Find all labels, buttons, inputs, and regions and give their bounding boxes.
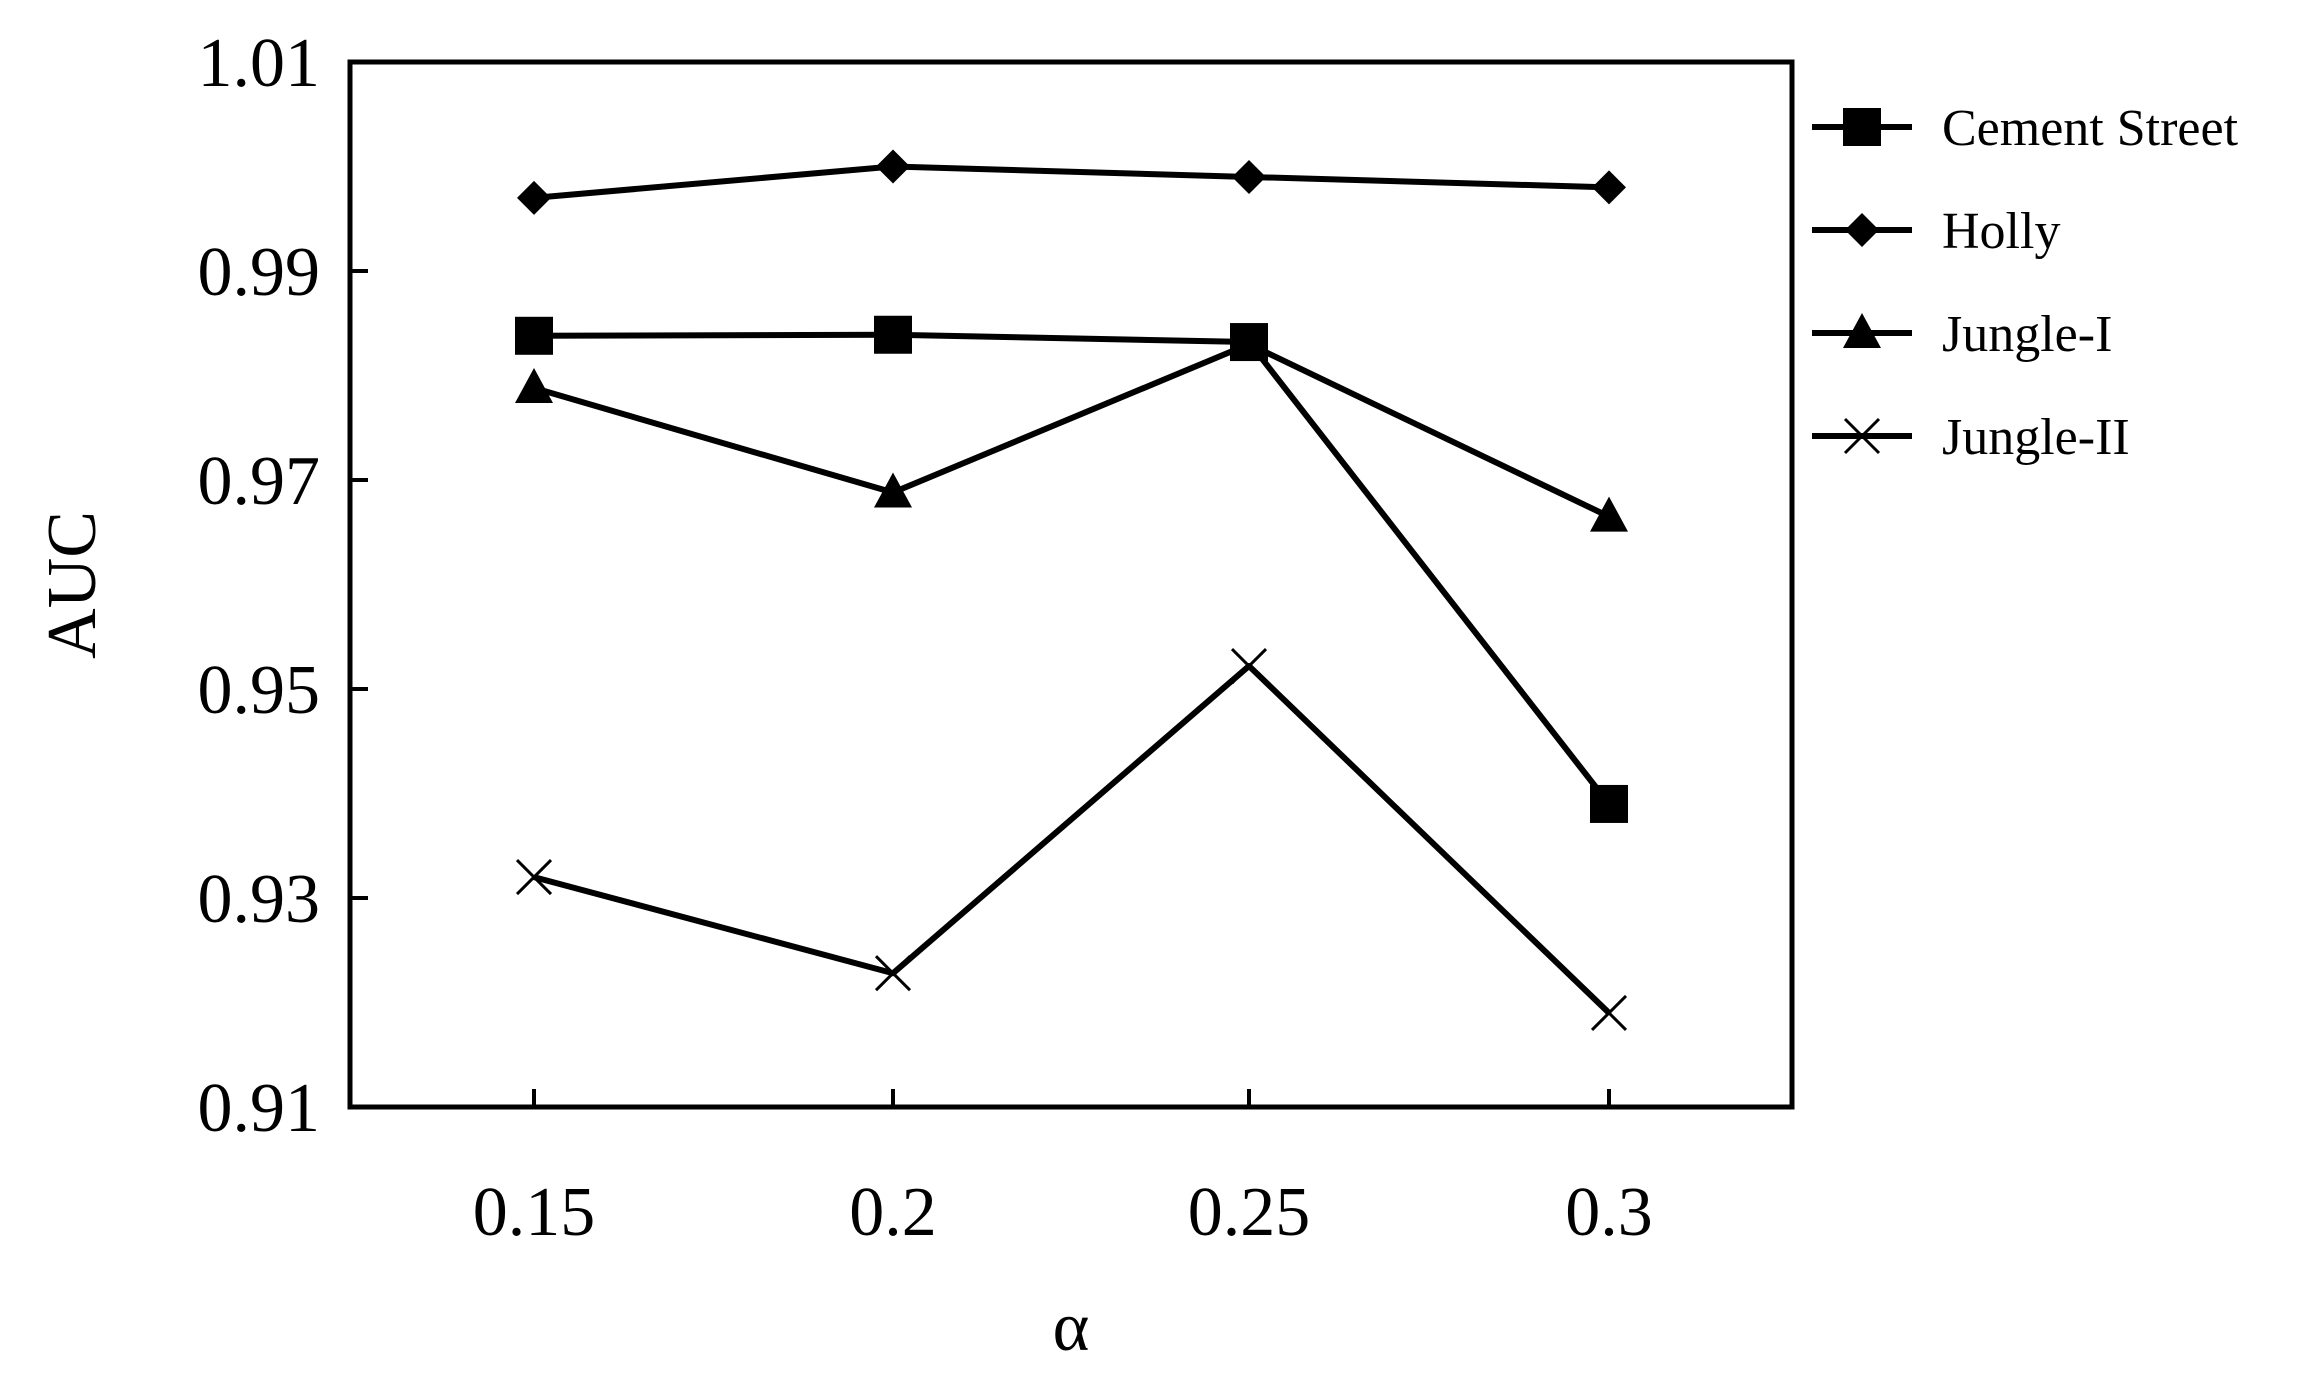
data-point-cement-street bbox=[1590, 784, 1628, 823]
legend-label: Jungle-II bbox=[1942, 409, 2130, 466]
y-tick-label: 0.91 bbox=[198, 1070, 321, 1147]
data-point-jungle-ii bbox=[515, 859, 553, 896]
y-tick-label: 0.97 bbox=[198, 443, 321, 520]
x-tick-label: 0.15 bbox=[473, 1174, 596, 1251]
legend-item-holly: Holly bbox=[1812, 203, 2060, 260]
x-tick-label: 0.3 bbox=[1565, 1174, 1653, 1251]
x-axis-title: α bbox=[1053, 1289, 1090, 1366]
legend-marker bbox=[1843, 108, 1881, 146]
legend-item-jungle-i: Jungle-I bbox=[1812, 306, 2112, 363]
series-line-cement-street bbox=[533, 331, 1612, 806]
series-line-holly bbox=[533, 163, 1610, 201]
legend-label: Jungle-I bbox=[1942, 306, 2112, 363]
y-axis: 0.91 0.93 0.95 0.97 0.99 1.01 bbox=[198, 25, 368, 1147]
data-point-holly bbox=[1592, 170, 1626, 205]
data-point-jungle-i bbox=[515, 368, 553, 404]
y-axis-title: AUC bbox=[34, 511, 111, 659]
series-holly bbox=[517, 149, 1626, 215]
x-tick-label: 0.2 bbox=[849, 1174, 937, 1251]
series-layer bbox=[515, 149, 1628, 1032]
series-line-jungle-ii bbox=[533, 663, 1612, 1016]
series-jungle-ii bbox=[515, 647, 1628, 1032]
series-line-jungle-i bbox=[533, 341, 1611, 520]
y-tick-label: 1.01 bbox=[198, 25, 321, 102]
data-point-jungle-i bbox=[874, 472, 912, 508]
data-point-jungle-ii bbox=[1590, 994, 1628, 1032]
data-point-jungle-ii bbox=[874, 955, 912, 992]
data-point-holly bbox=[1232, 159, 1266, 194]
series-cement-street bbox=[515, 315, 1628, 823]
legend-marker bbox=[1845, 213, 1879, 247]
x-tick-label: 0.25 bbox=[1188, 1174, 1311, 1251]
legend-label: Cement Street bbox=[1942, 100, 2239, 157]
data-point-cement-street bbox=[515, 316, 553, 355]
data-point-jungle-ii bbox=[1230, 647, 1268, 685]
data-point-holly bbox=[876, 149, 910, 184]
legend-label: Holly bbox=[1942, 203, 2060, 260]
legend-item-jungle-ii: Jungle-II bbox=[1812, 409, 2130, 466]
series-jungle-i bbox=[515, 324, 1628, 532]
legend-marker bbox=[1843, 313, 1881, 348]
data-point-jungle-i bbox=[1590, 496, 1628, 532]
data-point-jungle-i bbox=[1230, 324, 1268, 360]
y-tick-label: 0.95 bbox=[198, 652, 321, 729]
y-tick-label: 0.99 bbox=[198, 234, 321, 311]
legend-marker bbox=[1843, 417, 1881, 455]
legend: Cement Street Holly Jungle-I Jungle-II bbox=[1812, 100, 2239, 466]
plot-area-frame bbox=[347, 59, 1795, 1110]
data-point-cement-street bbox=[874, 315, 912, 354]
y-tick-label: 0.93 bbox=[198, 861, 321, 938]
x-axis: 0.15 0.2 0.25 0.3 bbox=[473, 1089, 1653, 1251]
legend-item-cement-street: Cement Street bbox=[1812, 100, 2239, 157]
data-point-holly bbox=[517, 180, 551, 215]
